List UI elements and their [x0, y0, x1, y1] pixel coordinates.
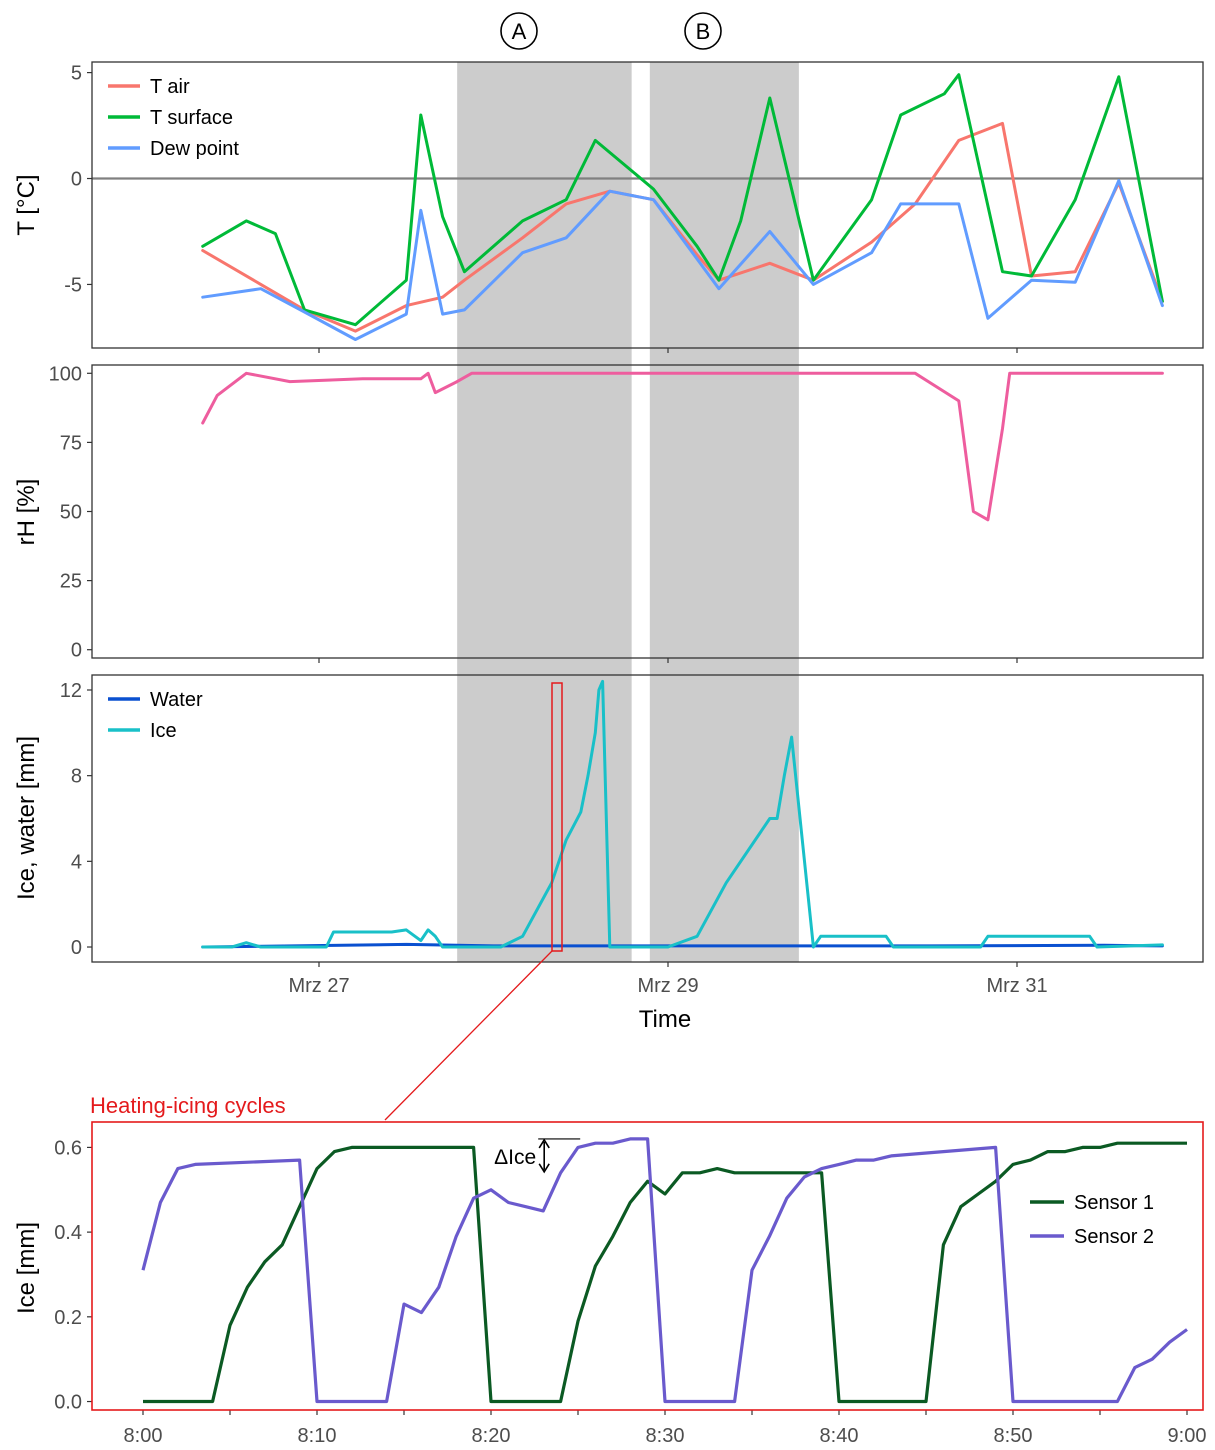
y-tick-label: 0: [71, 640, 82, 662]
legend-label-water: Water: [150, 689, 203, 711]
x-tick-label: Mrz 27: [288, 975, 349, 997]
y-tick-label: 0.0: [54, 1392, 82, 1414]
y-axis-title: Ice [mm]: [13, 1222, 40, 1314]
delta-ice-label: ΔIce: [494, 1146, 536, 1169]
y-tick-label: -5: [64, 274, 82, 296]
shaded-period-b: [649, 62, 799, 962]
y-tick-label: 0.4: [54, 1222, 82, 1244]
delta-ice-arrowhead-up: [538, 1138, 550, 1149]
series-group: [141, 1137, 1188, 1404]
x-tick-label: 8:50: [994, 1425, 1033, 1447]
y-tick-label: 0.6: [54, 1137, 82, 1159]
x-tick-label: Mrz 29: [637, 975, 698, 997]
legend-label-ice: Ice: [150, 720, 177, 742]
marker-b-label: B: [696, 19, 711, 44]
zoom-connector: [384, 682, 563, 1121]
y-tick-label: 0.2: [54, 1307, 82, 1329]
panel-frame: [91, 674, 1204, 963]
y-tick-label: 8: [71, 766, 82, 788]
y-axis-title: Ice, water [mm]: [13, 736, 40, 900]
shaded-period-a: [457, 62, 632, 962]
y-tick-label: 100: [49, 363, 82, 385]
x-tick-label: 8:00: [124, 1425, 163, 1447]
y-tick-label: 0: [71, 169, 82, 191]
y-tick-label: 75: [60, 432, 82, 454]
y-tick-label: 5: [71, 63, 82, 85]
series-line-dew-point: [201, 179, 1164, 341]
ice-water-panel: 12 8 4 0 Mrz 27 Mrz 29 Mrz 31 Ice, water [mm] Wa…: [13, 674, 1204, 997]
time-axis-title: Time: [639, 1006, 691, 1033]
delta-ice-annotation: ΔIce: [494, 1138, 581, 1174]
x-tick-label: 8:10: [298, 1425, 337, 1447]
marker-a-label: A: [512, 19, 527, 44]
series-group: [201, 371, 1164, 522]
humidity-panel: 100 75 50 25 0 rH [%]: [13, 363, 1204, 663]
delta-ice-arrowhead-down: [538, 1163, 550, 1174]
series-line-ice: [201, 679, 1164, 949]
series-line-t-surface: [201, 73, 1164, 327]
marker-b: B: [684, 12, 722, 50]
y-tick-label: 4: [71, 851, 82, 873]
zoom-line: [384, 950, 553, 1121]
zoom-panel-frame: [91, 1121, 1204, 1411]
series-line-sensor-1: [143, 1141, 1187, 1404]
y-tick-label: 25: [60, 571, 82, 593]
series-group: [201, 679, 1164, 949]
panel-frame: [91, 364, 1204, 659]
y-tick-label: 0: [71, 937, 82, 959]
heating-icing-panel: Heating-icing cycles 0.6 0.4 0.2 0.0 8:00 8:10…: [13, 1093, 1206, 1447]
zoom-source-box: [551, 682, 563, 952]
legend-label-t-surface: T surface: [150, 107, 233, 129]
legend-label-sensor-2: Sensor 2: [1074, 1226, 1154, 1248]
y-tick-label: 12: [60, 680, 82, 702]
temperature-panel: 5 0 -5 T [°C] T air T surface Dew point: [13, 61, 1204, 353]
series-group: [201, 73, 1164, 341]
series-line-rh: [201, 371, 1164, 522]
series-line-sensor-2: [141, 1137, 1188, 1404]
y-axis-title: rH [%]: [13, 479, 40, 546]
x-tick-label: 8:20: [472, 1425, 511, 1447]
y-axis-title: T [°C]: [13, 174, 40, 235]
legend-label-dew-point: Dew point: [150, 138, 239, 160]
series-line-t-air: [201, 121, 1164, 333]
panel-frame: [91, 61, 1204, 349]
x-tick-label: Mrz 31: [986, 975, 1047, 997]
legend-label-sensor-1: Sensor 1: [1074, 1192, 1154, 1214]
legend-label-t-air: T air: [150, 76, 190, 98]
series-line-water: [201, 942, 1164, 949]
x-tick-label: 8:30: [646, 1425, 685, 1447]
y-tick-label: 50: [60, 502, 82, 524]
x-tick-label: 8:40: [820, 1425, 859, 1447]
x-tick-label: 9:00: [1168, 1425, 1207, 1447]
shaded-periods: [457, 62, 799, 962]
marker-a: A: [500, 12, 538, 50]
zoom-panel-title: Heating-icing cycles: [90, 1093, 286, 1118]
